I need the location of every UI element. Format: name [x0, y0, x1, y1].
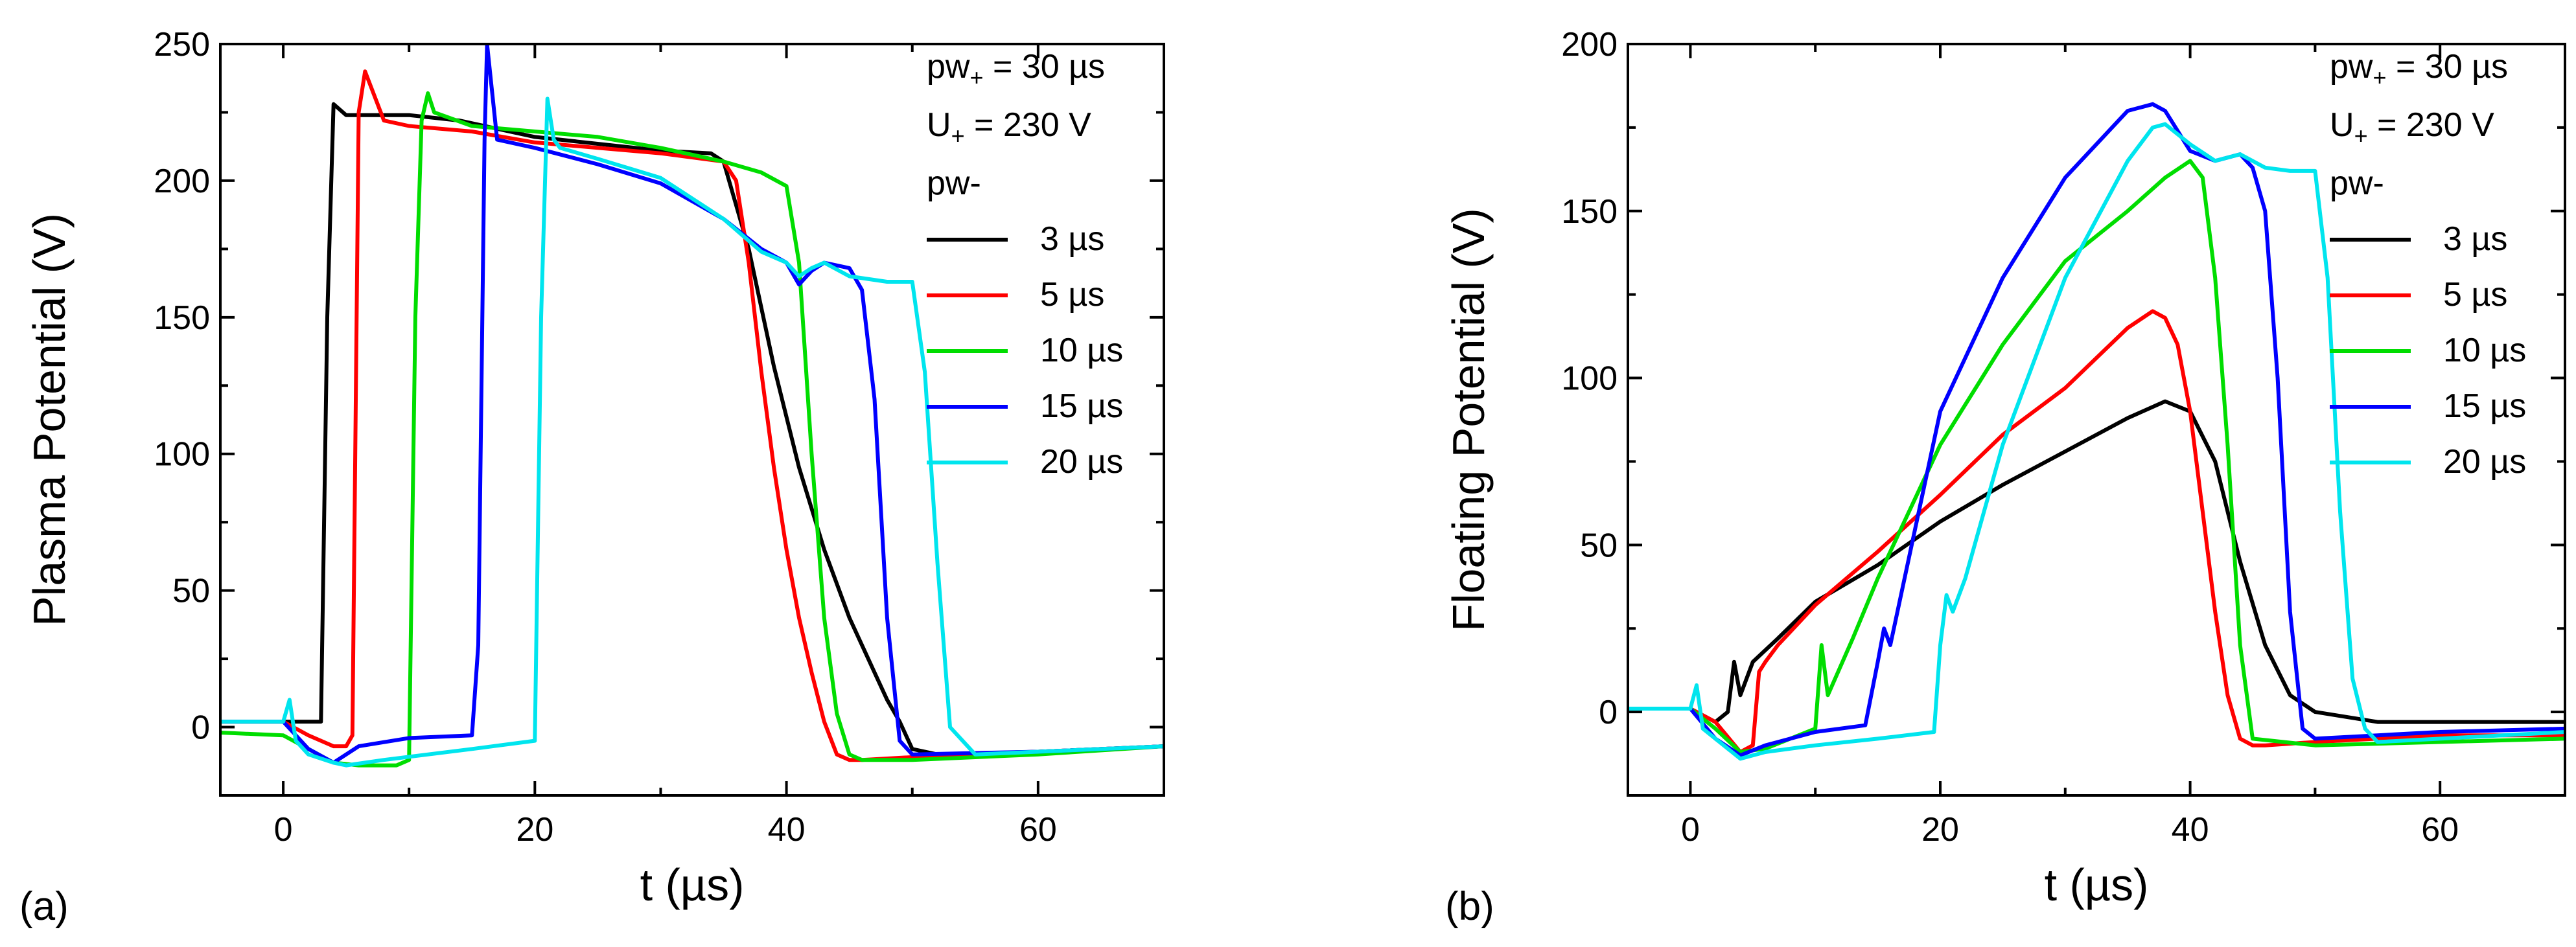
legend-label-4: 15 µs [2443, 387, 2526, 425]
series-line-4 [1628, 102, 2565, 758]
plot-frame [219, 43, 1165, 797]
y-tick-label: 200 [154, 163, 210, 200]
y-tick-label: 50 [1580, 527, 1618, 564]
y-tick-label: 200 [1561, 26, 1618, 63]
series-line-5 [220, 97, 1164, 768]
x-tick-label: 0 [1681, 811, 1700, 849]
x-tick-label: 40 [2172, 811, 2209, 849]
y-tick-label: 0 [191, 709, 210, 747]
panel-label: (b) [1445, 884, 1494, 929]
y-tick-label: 250 [154, 26, 210, 63]
x-tick-label: 60 [2421, 811, 2459, 849]
series-line-3 [1628, 159, 2565, 754]
legend-label-5: 20 µs [1040, 443, 1123, 481]
panel-label: (a) [19, 884, 69, 929]
series-line-5 [1628, 122, 2565, 761]
legend-label-3: 10 µs [2443, 332, 2526, 369]
y-tick-label: 150 [154, 299, 210, 337]
legend-label-1: 3 µs [2443, 220, 2507, 258]
x-tick-label: 60 [1019, 811, 1057, 849]
y-tick-label: 150 [1561, 193, 1618, 231]
series-line-3 [220, 91, 1164, 768]
series-line-1 [1628, 399, 2565, 724]
series-line-2 [1628, 309, 2565, 754]
legend-label-5: 20 µs [2443, 443, 2526, 481]
x-tick-label: 0 [274, 811, 293, 849]
legend-label-3: 10 µs [1040, 332, 1123, 369]
y-tick-label: 100 [1561, 360, 1618, 398]
x-tick-label: 40 [768, 811, 806, 849]
voltage-annotation: U+ = 230 V [927, 106, 1091, 149]
y-tick-label: 100 [154, 436, 210, 474]
legend-label-4: 15 µs [1040, 387, 1123, 425]
pulse-width-annotation: pw+ = 30 µs [2330, 48, 2508, 91]
legend-title: pw- [2330, 165, 2384, 202]
legend-label-2: 5 µs [1040, 276, 1104, 314]
y-axis-label: Plasma Potential (V) [24, 213, 75, 626]
series-line-4 [220, 44, 1164, 765]
x-tick-label: 20 [1921, 811, 1959, 849]
y-tick-label: 50 [172, 573, 210, 610]
panel-b-chart: 0 20 40 60 0 50 100 150 200 t (µs) Floating Potent… [1443, 26, 2566, 929]
legend-label-1: 3 µs [1040, 220, 1104, 258]
pulse-width-annotation: pw+ = 30 µs [927, 48, 1105, 91]
plot-frame [1627, 43, 2566, 797]
y-axis-label: Floating Potential (V) [1443, 208, 1494, 632]
x-axis-label: t (µs) [2045, 860, 2149, 910]
x-tick-label: 20 [516, 811, 553, 849]
legend-title: pw- [927, 165, 981, 202]
y-tick-label: 0 [1599, 694, 1618, 731]
legend-label-2: 5 µs [2443, 276, 2507, 314]
panel-a-chart: 0 20 40 60 0 50 100 150 200 250 t (µs) Plasma Poten… [19, 26, 1165, 929]
series-line-2 [220, 69, 1164, 762]
x-axis-label: t (µs) [640, 860, 745, 910]
voltage-annotation: U+ = 230 V [2330, 106, 2494, 149]
